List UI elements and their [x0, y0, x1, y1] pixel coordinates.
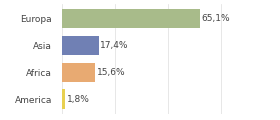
Bar: [62, 63, 95, 82]
Bar: [62, 36, 99, 55]
Text: 65,1%: 65,1%: [202, 14, 230, 23]
Text: 1,8%: 1,8%: [67, 95, 90, 104]
Text: 15,6%: 15,6%: [97, 68, 125, 77]
Text: 17,4%: 17,4%: [100, 41, 129, 50]
Bar: [62, 9, 200, 28]
Bar: [62, 90, 66, 109]
